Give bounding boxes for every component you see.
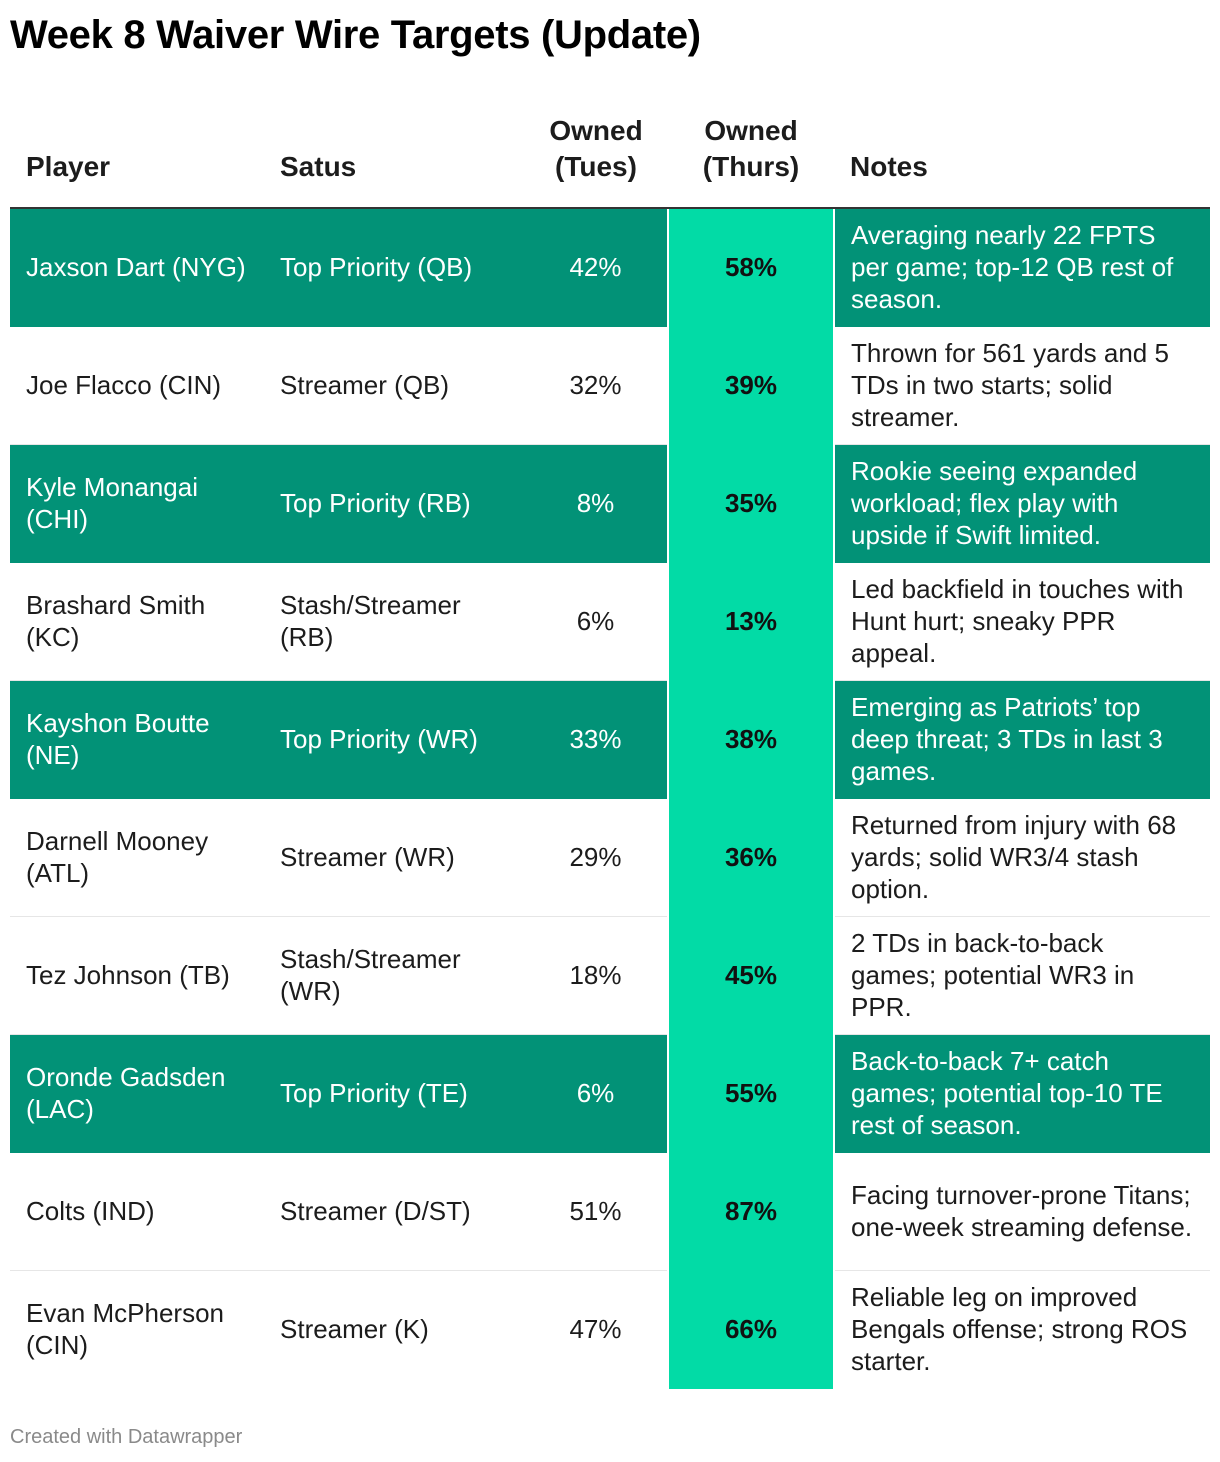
cell-notes: Thrown for 561 yards and 5 TDs in two st… — [834, 326, 1210, 445]
table-row: Evan McPherson (CIN) Streamer (K) 47% 66% Re… — [10, 1270, 1210, 1389]
cell-owned-thurs: 66% — [667, 1270, 835, 1389]
header-owned-thurs[interactable]: Owned (Thurs) — [668, 110, 834, 209]
cell-owned-tues: 18% — [524, 916, 668, 1035]
cell-notes: Returned from injury with 68 yards; soli… — [834, 798, 1210, 917]
cell-player: Darnell Mooney (ATL) — [10, 798, 264, 917]
cell-owned-tues: 51% — [524, 1152, 668, 1271]
table-row: Oronde Gadsden (LAC) Top Priority (TE) 6% 5… — [10, 1034, 1210, 1153]
cell-notes: Facing turnover-prone Titans; one-week s… — [834, 1152, 1210, 1271]
cell-status: Top Priority (TE) — [264, 1034, 524, 1153]
cell-owned-thurs: 87% — [667, 1152, 835, 1271]
table-body: Jaxson Dart (NYG) Top Priority (QB) 42% 58%… — [10, 208, 1210, 1389]
cell-status: Streamer (D/ST) — [264, 1152, 524, 1271]
cell-notes: Averaging nearly 22 FPTS per game; top-1… — [834, 208, 1210, 327]
cell-notes: Led backfield in touches with Hunt hurt;… — [834, 562, 1210, 681]
cell-status: Stash/Streamer (RB) — [264, 562, 524, 681]
cell-notes: Back-to-back 7+ catch games; potential t… — [834, 1034, 1210, 1153]
table-row: Darnell Mooney (ATL) Streamer (WR) 29% 36% R… — [10, 798, 1210, 917]
header-player[interactable]: Player — [10, 110, 264, 209]
cell-status: Streamer (QB) — [264, 326, 524, 445]
cell-owned-thurs: 55% — [667, 1034, 835, 1153]
cell-owned-tues: 8% — [524, 444, 668, 563]
cell-owned-tues: 42% — [524, 208, 668, 327]
table-row: Tez Johnson (TB) Stash/Streamer (WR) 18% 45… — [10, 916, 1210, 1035]
cell-status: Streamer (K) — [280, 1314, 429, 1345]
cell-owned-tues: 32% — [524, 326, 668, 445]
table-row: Joe Flacco (CIN) Streamer (QB) 32% 39% Throw… — [10, 326, 1210, 445]
table-row: Colts (IND) Streamer (D/ST) 51% 87% Facing t… — [10, 1152, 1210, 1271]
cell-owned-thurs: 39% — [667, 326, 835, 445]
cell-owned-thurs: 36% — [667, 798, 835, 917]
cell-player: Brashard Smith (KC) — [10, 562, 264, 681]
cell-player: Jaxson Dart (NYG) — [10, 208, 264, 327]
cell-owned-tues: 29% — [524, 798, 668, 917]
table-row: Brashard Smith (KC) Stash/Streamer (RB) 6%… — [10, 562, 1210, 681]
cell-player: Colts (IND) — [10, 1152, 264, 1271]
cell-player: Tez Johnson (TB) — [10, 916, 264, 1035]
header-owned-tues[interactable]: Owned (Tues) — [524, 110, 668, 209]
cell-status: Top Priority (QB) — [264, 208, 524, 327]
cell-notes: Reliable leg on improved Bengals offense… — [851, 1282, 1188, 1377]
cell-notes: Emerging as Patriots’ top deep threat; 3… — [834, 680, 1210, 799]
cell-status: Top Priority (WR) — [264, 680, 524, 799]
table-row: Kayshon Boutte (NE) Top Priority (WR) 33% 3… — [10, 680, 1210, 799]
header-status[interactable]: Satus — [264, 110, 524, 209]
cell-owned-tues: 47% — [569, 1314, 622, 1345]
cell-player: Kayshon Boutte (NE) — [10, 680, 264, 799]
cell-player: Joe Flacco (CIN) — [10, 326, 264, 445]
cell-status: Stash/Streamer (WR) — [264, 916, 524, 1035]
cell-owned-thurs: 58% — [667, 208, 835, 327]
waiver-table: Player Satus Owned (Tues) Owned (Thurs) … — [10, 110, 1210, 1389]
cell-status: Top Priority (RB) — [264, 444, 524, 563]
header-row: Player Satus Owned (Tues) Owned (Thurs) … — [10, 110, 1210, 209]
cell-player: Oronde Gadsden (LAC) — [10, 1034, 264, 1153]
cell-owned-thurs: 35% — [667, 444, 835, 563]
cell-owned-tues: 6% — [524, 1034, 668, 1153]
header-notes[interactable]: Notes — [834, 110, 1210, 209]
cell-owned-tues: 6% — [524, 562, 668, 681]
cell-owned-thurs: 45% — [667, 916, 835, 1035]
cell-owned-thurs: 13% — [667, 562, 835, 681]
table-header: Player Satus Owned (Tues) Owned (Thurs) … — [10, 110, 1210, 209]
datawrapper-credit: Created with Datawrapper — [10, 1426, 243, 1448]
table-row: Kyle Monangai (CHI) Top Priority (RB) 8% 35… — [10, 444, 1210, 563]
cell-owned-tues: 33% — [524, 680, 668, 799]
cell-owned-thurs: 38% — [667, 680, 835, 799]
table-row: Jaxson Dart (NYG) Top Priority (QB) 42% 58%… — [10, 208, 1210, 327]
cell-status: Streamer (WR) — [264, 798, 524, 917]
cell-notes: 2 TDs in back-to-back games; potential W… — [834, 916, 1210, 1035]
chart-title: Week 8 Waiver Wire Targets (Update) — [10, 13, 701, 57]
cell-player: Kyle Monangai (CHI) — [10, 444, 264, 563]
cell-notes: Rookie seeing expanded workload; flex pl… — [834, 444, 1210, 563]
cell-player: Evan McPherson (CIN) — [26, 1298, 224, 1361]
